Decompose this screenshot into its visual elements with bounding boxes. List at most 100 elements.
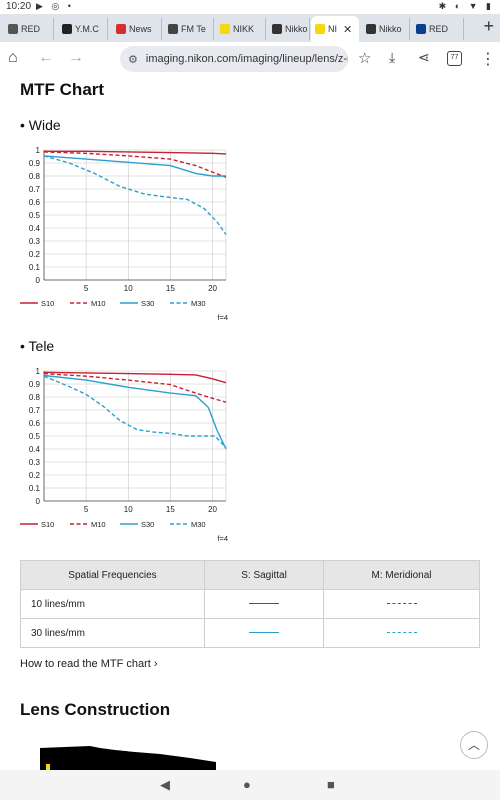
chevron-right-icon: › bbox=[153, 658, 158, 670]
y-tick-label: 0.3 bbox=[29, 237, 41, 246]
share-icon[interactable]: ⋖ bbox=[418, 49, 430, 65]
tab-0[interactable]: RED bbox=[4, 18, 54, 40]
series-line-S10 bbox=[44, 150, 227, 155]
lens-construction-diagram bbox=[40, 746, 216, 770]
browser-toolbar: ⌂ ← → ⚙ imaging.nikon.com/imaging/lineup… bbox=[0, 42, 500, 76]
meridional-10-line-sample bbox=[386, 603, 417, 605]
legend-label-M30: M30 bbox=[191, 299, 206, 308]
y-tick-label: 0.1 bbox=[29, 484, 41, 493]
y-tick-label: 0 bbox=[36, 497, 41, 506]
tab-label: FM Te bbox=[181, 24, 206, 34]
y-tick-label: 0.9 bbox=[29, 159, 41, 168]
scroll-to-top-button[interactable]: ︿ bbox=[460, 731, 488, 759]
status-time: 10:20 bbox=[6, 1, 32, 12]
table-row: 30 lines/mm bbox=[20, 618, 480, 648]
legend-label-M10: M10 bbox=[91, 520, 106, 529]
tab-favicon-icon bbox=[168, 24, 178, 34]
address-bar[interactable]: ⚙ imaging.nikon.com/imaging/lineup/lens/… bbox=[120, 46, 348, 72]
chevron-up-icon: ︿ bbox=[467, 738, 480, 752]
forward-icon[interactable]: → bbox=[68, 49, 84, 66]
y-tick-label: 0.2 bbox=[29, 471, 41, 480]
y-tick-label: 0.4 bbox=[29, 445, 41, 454]
nav-back-icon[interactable]: ◀ bbox=[160, 777, 170, 792]
nav-home-icon[interactable]: ● bbox=[243, 777, 251, 792]
x-tick-label: 5 bbox=[84, 284, 89, 293]
tab-3[interactable]: FM Te bbox=[164, 18, 214, 40]
nav-recents-icon[interactable]: ■ bbox=[327, 777, 335, 792]
download-icon[interactable]: ⤓ bbox=[389, 49, 396, 65]
mtf-chart-title: MTF Chart bbox=[20, 80, 105, 99]
home-icon[interactable]: ⌂ bbox=[8, 49, 18, 66]
series-line-M10 bbox=[43, 372, 227, 403]
lens-construction-title: Lens Construction bbox=[20, 700, 171, 719]
how-to-read-mtf-link[interactable]: How to read the MTF chart › bbox=[20, 658, 158, 670]
tab-label: Y.M.C bbox=[75, 24, 99, 34]
y-tick-label: 0.5 bbox=[29, 211, 41, 220]
table-row: 10 lines/mm bbox=[20, 589, 480, 619]
table-cell-sagittal bbox=[203, 589, 325, 619]
tab-label: Nikko bbox=[379, 24, 402, 34]
tab-2[interactable]: News bbox=[112, 18, 162, 40]
aperture-note: f=4 bbox=[217, 313, 228, 322]
legend-label-M30: M30 bbox=[191, 520, 206, 529]
table-header: S: Sagittal bbox=[203, 560, 325, 590]
table-cell-meridional bbox=[323, 618, 480, 648]
close-tab-icon[interactable]: ✕ bbox=[343, 23, 353, 36]
wide-label: • Wide bbox=[20, 117, 61, 133]
back-icon[interactable]: ← bbox=[38, 49, 54, 66]
table-cell-frequency: 10 lines/mm bbox=[20, 589, 205, 619]
legend-label-S10: S10 bbox=[41, 520, 54, 529]
tele-label: • Tele bbox=[20, 338, 55, 354]
x-tick-label: 10 bbox=[124, 505, 133, 514]
series-line-M30 bbox=[43, 375, 227, 449]
y-tick-label: 0.6 bbox=[29, 419, 41, 428]
x-tick-label: 10 bbox=[124, 284, 133, 293]
y-tick-label: 0.5 bbox=[29, 432, 41, 441]
tab-favicon-icon bbox=[220, 24, 230, 34]
tab-label: RED bbox=[21, 24, 41, 34]
legend-label-S30: S30 bbox=[141, 299, 154, 308]
how-to-read-mtf-link-label: How to read the MTF chart bbox=[20, 658, 151, 670]
tab-1[interactable]: Y.M.C bbox=[58, 18, 108, 40]
bookmark-star-icon[interactable]: ☆ bbox=[358, 50, 372, 67]
x-tick-label: 5 bbox=[84, 505, 89, 514]
aperture-note: f=4 bbox=[217, 534, 228, 543]
status-bar: 10:20 ▶ ◎ • ✱ ◐ ▼ ▮ bbox=[0, 0, 500, 14]
tab-8[interactable]: RED bbox=[412, 18, 464, 40]
tab-6-active[interactable]: NI ✕ bbox=[311, 16, 359, 42]
new-tab-icon[interactable]: + bbox=[483, 16, 494, 36]
y-tick-label: 0.6 bbox=[29, 198, 41, 207]
y-tick-label: 0.4 bbox=[29, 224, 41, 233]
tab-7[interactable]: Nikko bbox=[362, 18, 410, 40]
table-header: M: Meridional bbox=[323, 560, 480, 590]
tab-4[interactable]: NIKK bbox=[216, 18, 266, 40]
series-line-S10 bbox=[43, 371, 227, 384]
tab-label: NIKK bbox=[233, 24, 255, 34]
y-tick-label: 0.8 bbox=[29, 172, 41, 181]
android-nav-bar: ◀ ● ■ bbox=[0, 770, 500, 800]
spatial-frequency-table: Spatial Frequencies S: Sagittal M: Merid… bbox=[20, 560, 480, 648]
x-tick-label: 15 bbox=[166, 505, 175, 514]
legend-label-M10: M10 bbox=[91, 299, 106, 308]
x-tick-label: 15 bbox=[166, 284, 175, 293]
tab-count-badge[interactable]: 77 bbox=[447, 51, 462, 66]
table-cell-sagittal bbox=[203, 618, 325, 648]
url-text: imaging.nikon.com/imaging/lineup/lens/z-… bbox=[145, 53, 348, 65]
tab-5[interactable]: Nikko bbox=[268, 18, 310, 40]
site-settings-icon[interactable]: ⚙ bbox=[128, 53, 138, 66]
status-system-icons: ✱ ◐ ▼ ▮ bbox=[438, 1, 494, 11]
y-tick-label: 0.3 bbox=[29, 458, 41, 467]
y-tick-label: 0.8 bbox=[29, 393, 41, 402]
table-header-row: Spatial Frequencies S: Sagittal M: Merid… bbox=[20, 560, 480, 590]
status-notification-icons: ▶ ◎ • bbox=[36, 1, 74, 11]
y-tick-label: 0.9 bbox=[29, 380, 41, 389]
sagittal-10-line-sample bbox=[249, 603, 280, 605]
y-tick-label: 1 bbox=[36, 146, 41, 155]
tab-favicon-icon bbox=[62, 24, 72, 34]
tab-favicon-icon bbox=[366, 24, 376, 34]
more-menu-icon[interactable]: ⋮ bbox=[480, 51, 496, 68]
table-cell-frequency: 30 lines/mm bbox=[20, 618, 205, 648]
table-cell-meridional bbox=[323, 589, 480, 619]
legend-label-S10: S10 bbox=[41, 299, 54, 308]
